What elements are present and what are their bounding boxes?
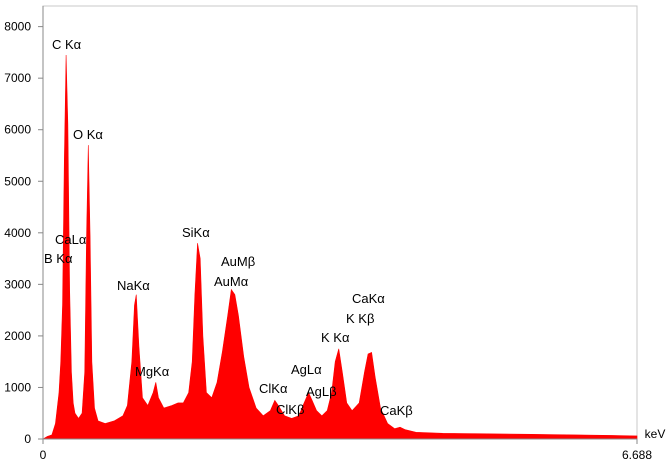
peak-label: ClKα (259, 381, 288, 396)
peak-label: B Kα (44, 251, 73, 266)
peak-label: CaKβ (380, 403, 413, 418)
spectrum-area (41, 54, 638, 440)
y-tick-label: 7000 (4, 71, 31, 85)
peak-label: AgLβ (306, 384, 337, 399)
y-tick-label: 5000 (4, 174, 31, 188)
y-tick-label: 4000 (4, 226, 31, 240)
peak-label: AgLα (291, 362, 322, 377)
y-tick-label: 0 (24, 432, 31, 446)
y-tick-label: 6000 (4, 123, 31, 137)
x-unit-label: keV (645, 427, 666, 441)
peak-label: CaLα (55, 232, 87, 247)
peak-label: O Kα (73, 127, 103, 142)
peak-label: SiKα (182, 225, 210, 240)
y-tick-label: 8000 (4, 20, 31, 34)
peak-label: K Kα (321, 330, 350, 345)
peak-label: C Kα (52, 37, 82, 52)
peak-label: CaKα (352, 291, 385, 306)
peak-label: K Kβ (346, 311, 374, 326)
peak-label: ClKβ (276, 402, 304, 417)
x-tick-label: 6.688 (622, 448, 652, 460)
peak-label: AuMβ (221, 254, 255, 269)
peak-label: MgKα (135, 364, 170, 379)
peak-label: NaKα (117, 278, 150, 293)
peak-label: AuMα (214, 274, 249, 289)
x-tick-label: 0 (40, 448, 47, 460)
y-tick-label: 2000 (4, 329, 31, 343)
y-tick-label: 1000 (4, 380, 31, 394)
y-tick-label: 3000 (4, 277, 31, 291)
